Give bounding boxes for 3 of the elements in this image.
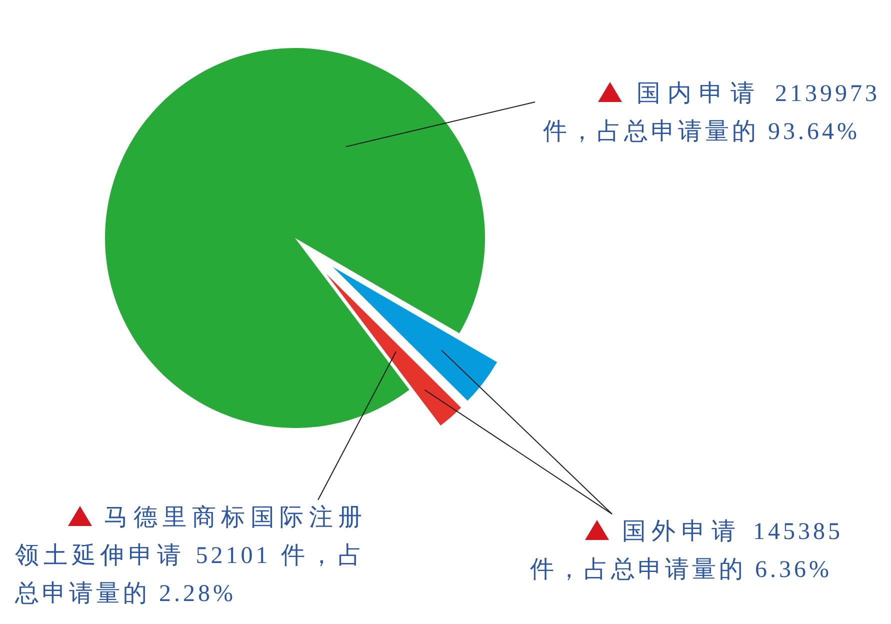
label: 国外申请 145385 件，占总申请量的 6.36% [530, 518, 843, 585]
label: 马德里商标国际注册领土延伸申请 52101 件，占总申请量的 2.28% [15, 504, 365, 609]
label: 国内申请 2139973 件，占总申请量的 93.64% [543, 80, 880, 147]
